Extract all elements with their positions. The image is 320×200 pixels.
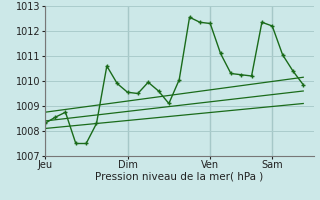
X-axis label: Pression niveau de la mer( hPa ): Pression niveau de la mer( hPa )	[95, 172, 263, 182]
